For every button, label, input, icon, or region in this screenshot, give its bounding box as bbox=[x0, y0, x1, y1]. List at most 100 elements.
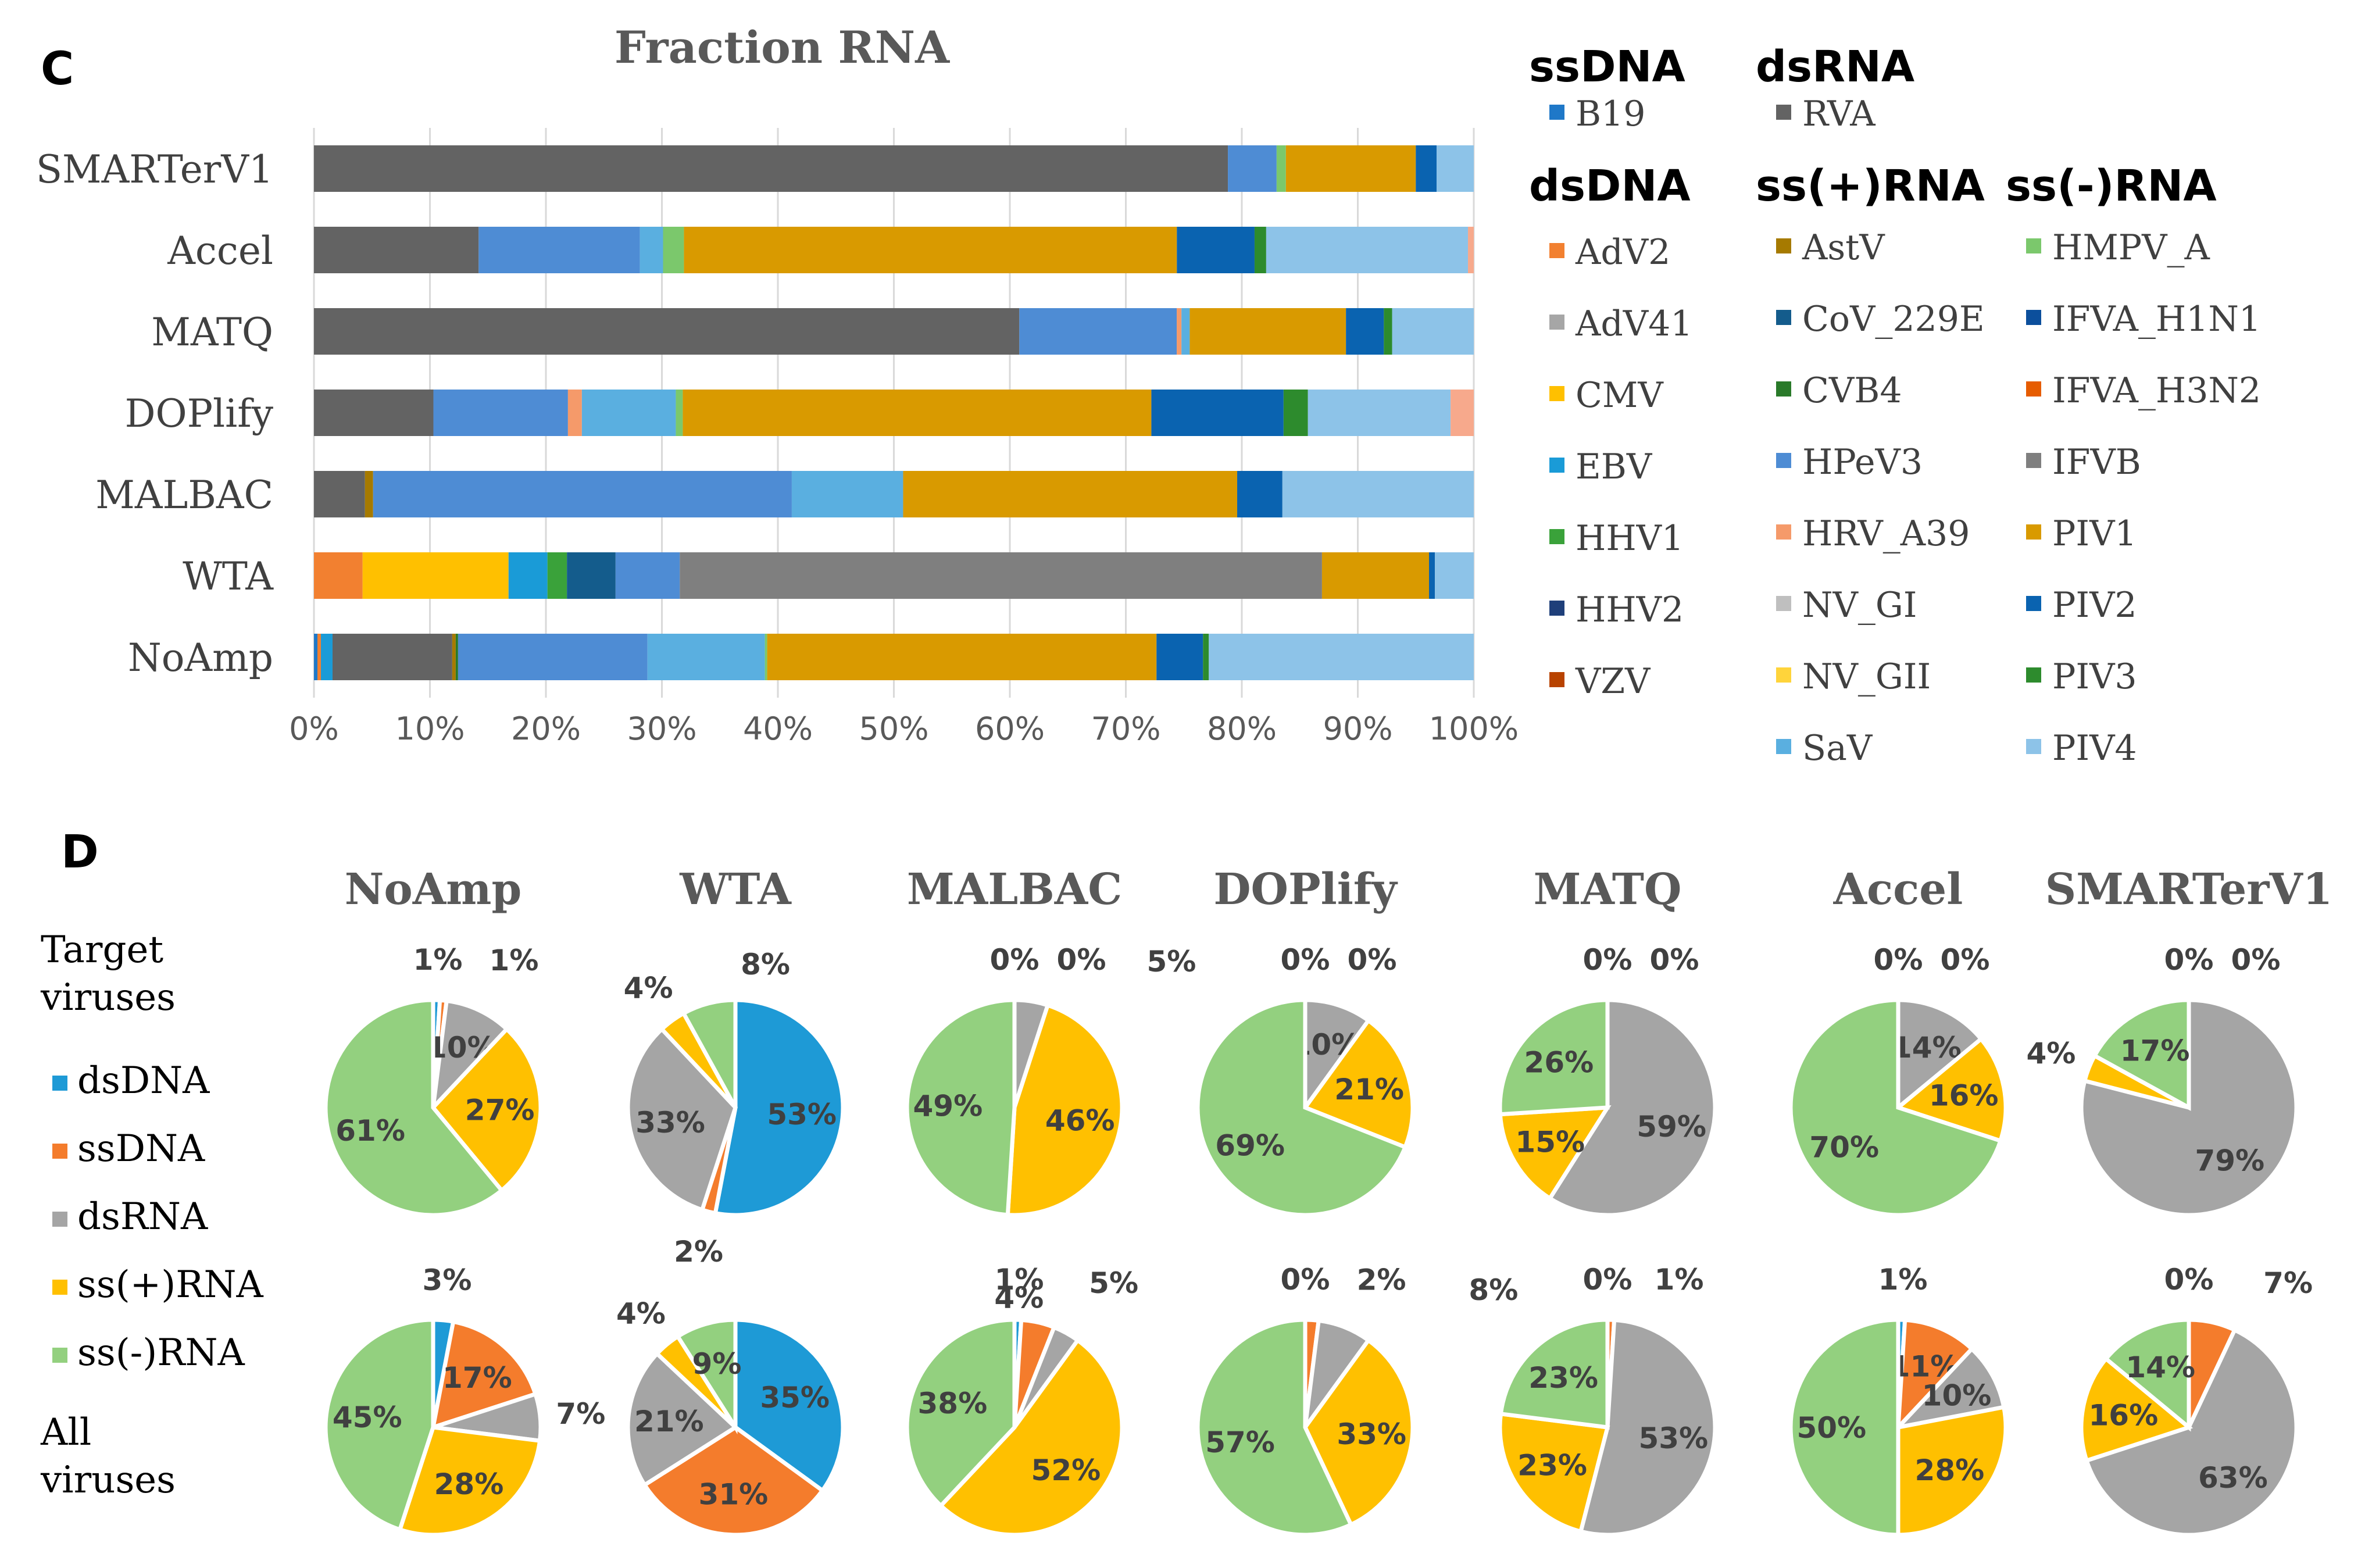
legend-group-dsdna: dsDNA bbox=[1529, 161, 1691, 211]
pie-label-matq-all-ss-rna: 23% bbox=[1528, 1361, 1598, 1395]
bar-category-wta: WTA bbox=[183, 554, 274, 599]
panel-d-label: D bbox=[61, 826, 99, 878]
pie-slice-doplify-all-ss-rna bbox=[1302, 1337, 1415, 1528]
pie-label-doplify-target-ssdna: 0% bbox=[1348, 943, 1397, 977]
pie-slice-wta-all-ss-rna bbox=[675, 1317, 738, 1435]
pie-label-wta-target-dsrna: 33% bbox=[635, 1106, 705, 1140]
bar-seg-wta-hpev3 bbox=[615, 552, 680, 599]
pie-label-accel-all-ss-rna: 28% bbox=[1915, 1453, 1985, 1487]
bar-seg-noamp-adv2 bbox=[317, 634, 321, 680]
bar-seg-matq-hpev3 bbox=[1019, 308, 1177, 355]
bar-seg-accel-rva bbox=[314, 227, 479, 273]
pie-label-wta-all-ssdna: 31% bbox=[699, 1478, 769, 1512]
legend-item-cmv: CMV bbox=[1576, 375, 1664, 416]
pie-slice-wta-target-ss-rna bbox=[681, 998, 738, 1109]
pie-label-malbac-target-dsrna: 5% bbox=[1146, 945, 1196, 978]
bar-seg-malbac-sav bbox=[791, 471, 903, 517]
pie-label-accel-target-ssdna: 0% bbox=[1941, 943, 1990, 977]
pie-label-wta-all-dsrna: 21% bbox=[634, 1405, 704, 1438]
legend-swatch-hrv-a39 bbox=[1776, 524, 1791, 540]
pie-label-wta-target-ss-rna: 8% bbox=[741, 948, 790, 981]
pie-legend-swatch-ss-rna bbox=[52, 1348, 67, 1363]
legend-swatch-cvb4 bbox=[1776, 381, 1791, 397]
pie-title-malbac: MALBAC bbox=[907, 865, 1122, 915]
legend-swatch-b19 bbox=[1549, 105, 1564, 120]
bar-seg-wta-cmv bbox=[362, 552, 509, 599]
row-label-all: All viruses bbox=[40, 1411, 176, 1502]
x-tick-20: 20% bbox=[511, 710, 581, 747]
x-tick-60: 60% bbox=[975, 710, 1045, 747]
bar-seg-noamp-piv1 bbox=[767, 634, 1157, 680]
bar-seg-malbac-rva bbox=[314, 471, 365, 517]
bar-seg-smarterv1-piv4 bbox=[1437, 145, 1474, 192]
legend-swatch-ifva-h1n1 bbox=[2026, 310, 2041, 325]
bar-category-noamp: NoAmp bbox=[128, 635, 273, 680]
bar-seg-noamp-piv3 bbox=[1203, 634, 1209, 680]
legend-swatch-adv41 bbox=[1549, 315, 1564, 330]
legend-item-piv3: PIV3 bbox=[2052, 656, 2137, 697]
bar-seg-accel-sav bbox=[640, 227, 663, 273]
pie-accel-target: 0% 0% 14% 16% 70% bbox=[1788, 943, 2008, 1217]
legend-swatch-piv2 bbox=[2026, 596, 2041, 611]
legend-item-sav: SaV bbox=[1802, 728, 1873, 769]
legend-swatch-piv1 bbox=[2026, 524, 2041, 540]
pie-label-doplify-target-ss-rna: 21% bbox=[1334, 1073, 1404, 1106]
legend-item-hpev3: HPeV3 bbox=[1802, 442, 1923, 483]
pie-slice-accel-target-dsrna bbox=[1896, 998, 1984, 1112]
pie-matq-target: 0% 0% 59% 15% 26% bbox=[1498, 943, 1717, 1217]
legend-item-adv41: AdV41 bbox=[1575, 303, 1692, 344]
pie-slice-noamp-target-ss-rna bbox=[323, 998, 505, 1217]
bar-seg-noamp-sav bbox=[647, 634, 765, 680]
legend-group-ss-rna: ss(-)RNA bbox=[2006, 161, 2217, 211]
legend-swatch-hmpv-a bbox=[2026, 238, 2041, 253]
legend-item-ifvb: IFVB bbox=[2052, 442, 2141, 483]
x-tick-40: 40% bbox=[743, 710, 813, 747]
pie-label-matq-all-dsdna: 0% bbox=[1583, 1263, 1632, 1296]
pie-title-smarterv1: SMARTerV1 bbox=[2045, 865, 2333, 915]
legend-item-ebv: EBV bbox=[1576, 447, 1653, 487]
pie-label-malbac-target-ss-rna: 46% bbox=[1045, 1103, 1115, 1137]
bar-seg-wta-piv2 bbox=[1429, 552, 1435, 599]
pie-doplify-all: 0% 2% 8% 33% 57% bbox=[1195, 1263, 1518, 1537]
pie-label-noamp-all-ssdna: 17% bbox=[442, 1361, 512, 1395]
legend-item-cvb4: CVB4 bbox=[1802, 370, 1902, 411]
pie-label-matq-target-ss-rna: 26% bbox=[1524, 1045, 1594, 1079]
pie-matq-all: 0% 1% 53% 23% 23% bbox=[1498, 1263, 1717, 1537]
pie-label-doplify-target-dsdna: 0% bbox=[1281, 943, 1330, 977]
pie-charts: 1% 1%10%27%61% 53%2%33%4%8% 0% 0% 5%46%49%0% 0… bbox=[323, 943, 2313, 1537]
pie-slice-smarterv1-all-dsrna bbox=[2084, 1327, 2299, 1537]
panel-c-label: C bbox=[41, 43, 74, 95]
pie-label-malbac-target-ss-rna: 49% bbox=[913, 1089, 983, 1123]
pie-label-doplify-target-ss-rna: 69% bbox=[1215, 1128, 1285, 1162]
bar-seg-wta-hhv1 bbox=[547, 552, 567, 599]
pie-label-noamp-target-ss-rna: 61% bbox=[335, 1114, 405, 1148]
legend-group-dsrna: dsRNA bbox=[1756, 42, 1914, 92]
bar-seg-noamp-astv bbox=[452, 634, 456, 680]
bar-seg-wta-ifvb bbox=[680, 552, 1322, 599]
pie-slice-malbac-target-ss-rna bbox=[1005, 1002, 1124, 1217]
pie-label-accel-all-dsrna: 10% bbox=[1922, 1379, 1992, 1413]
pie-title-wta: WTA bbox=[679, 865, 792, 915]
legend-item-b19: B19 bbox=[1576, 94, 1645, 134]
pie-legend-ss-rna: ss(-)RNA bbox=[77, 1331, 245, 1374]
pie-wta-target: 53% 2% 33% 4% 8% bbox=[624, 948, 845, 1269]
bar-seg-accel-hpev3 bbox=[478, 227, 640, 273]
legend-item-hhv2: HHV2 bbox=[1576, 590, 1684, 630]
bar-seg-doplify-piv3 bbox=[1283, 390, 1308, 436]
bar-seg-smarterv1-piv2 bbox=[1416, 145, 1437, 192]
pie-slice-matq-all-ss-rna bbox=[1498, 1317, 1610, 1430]
bar-seg-smarterv1-hpev3 bbox=[1228, 145, 1277, 192]
pie-slice-doplify-all-ss-rna bbox=[1195, 1317, 1354, 1537]
pie-label-smarterv1-all-ssdna: 7% bbox=[2263, 1266, 2313, 1300]
pie-slice-noamp-all-ss-rna bbox=[323, 1317, 435, 1533]
pie-label-wta-all-ss-rna: 9% bbox=[692, 1347, 742, 1381]
bar-seg-wta-adv2 bbox=[314, 552, 363, 599]
pie-label-smarterv1-target-ssdna: 0% bbox=[2231, 943, 2281, 977]
pie-legend-swatch-dsrna bbox=[52, 1212, 67, 1227]
legend-item-rva: RVA bbox=[1802, 94, 1876, 134]
bar-seg-accel-piv4 bbox=[1266, 227, 1469, 273]
legend-swatch-ifva-h3n2 bbox=[2026, 381, 2041, 397]
pie-legend-ssdna: ssDNA bbox=[77, 1127, 205, 1170]
